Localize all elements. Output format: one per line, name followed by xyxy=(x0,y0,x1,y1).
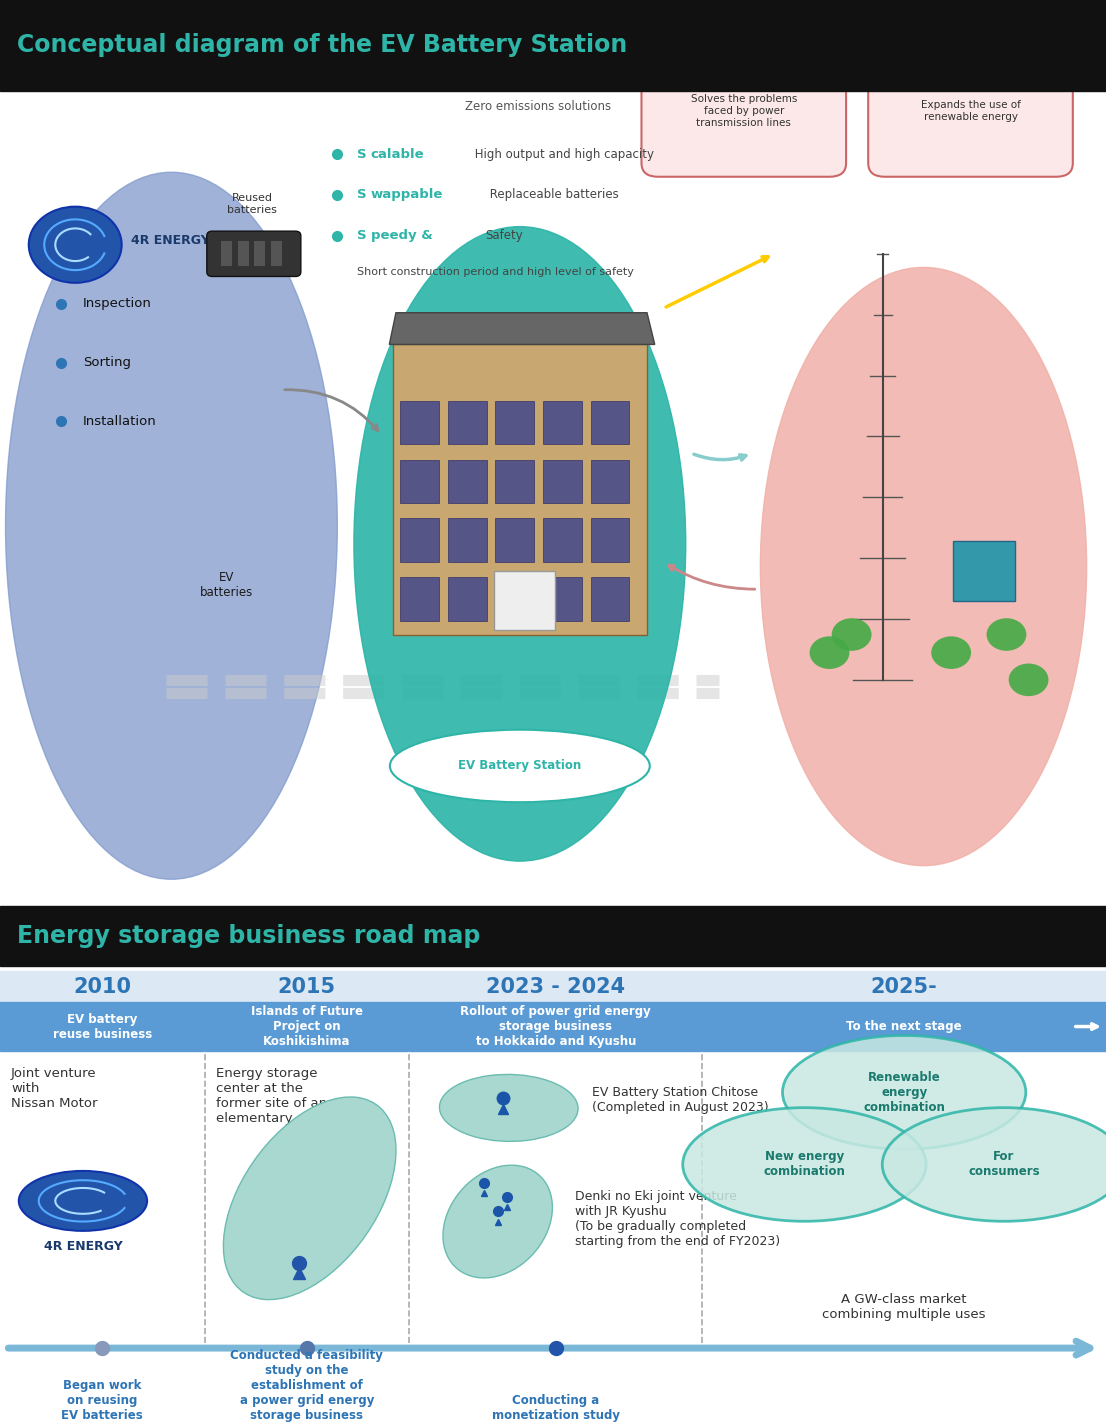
Ellipse shape xyxy=(761,268,1086,865)
Text: New energy
combination: New energy combination xyxy=(763,1150,845,1178)
Bar xyxy=(0,1002,1106,1052)
Bar xyxy=(0,966,1106,1423)
Text: Energy storage
center at the
former site of an
elementary school: Energy storage center at the former site… xyxy=(216,1067,340,1124)
Text: Sorting: Sorting xyxy=(83,356,131,369)
Bar xyxy=(495,460,534,504)
Circle shape xyxy=(987,618,1026,650)
Circle shape xyxy=(1009,663,1048,696)
Ellipse shape xyxy=(444,1165,552,1278)
FancyBboxPatch shape xyxy=(207,231,301,276)
Text: Rollout of power grid energy
storage business
to Hokkaido and Kyushu: Rollout of power grid energy storage bus… xyxy=(460,1005,651,1049)
Text: Islands of Future
Project on
Koshikishima: Islands of Future Project on Koshikishim… xyxy=(251,1005,363,1049)
Bar xyxy=(0,0,1106,91)
Bar xyxy=(400,578,439,620)
Bar xyxy=(543,518,582,562)
Text: Began work
on reusing
EV batteries: Began work on reusing EV batteries xyxy=(62,1379,143,1422)
Circle shape xyxy=(832,618,872,650)
Text: Short construction period and high level of safety: Short construction period and high level… xyxy=(357,268,634,277)
Ellipse shape xyxy=(6,172,337,879)
Bar xyxy=(271,240,282,266)
Bar xyxy=(591,460,629,504)
Text: Installation: Installation xyxy=(83,416,157,428)
FancyBboxPatch shape xyxy=(868,46,1073,176)
Bar xyxy=(448,578,487,620)
Text: Conceptual diagram of the EV Battery Station: Conceptual diagram of the EV Battery Sta… xyxy=(17,33,627,57)
Bar xyxy=(448,401,487,444)
Text: 4R ENERGY: 4R ENERGY xyxy=(131,233,209,246)
Text: Reused
batteries: Reused batteries xyxy=(227,194,278,215)
Text: wappable: wappable xyxy=(371,188,442,202)
Text: Joint venture
with
Nissan Motor: Joint venture with Nissan Motor xyxy=(11,1067,97,1110)
Text: Conducted a feasibility
study on the
establishment of
a power grid energy
storag: Conducted a feasibility study on the est… xyxy=(230,1349,384,1422)
Bar xyxy=(254,240,265,266)
Circle shape xyxy=(783,1036,1026,1150)
Text: S: S xyxy=(357,229,367,242)
Text: Safety: Safety xyxy=(486,229,523,242)
FancyBboxPatch shape xyxy=(393,344,647,635)
Circle shape xyxy=(883,1107,1106,1221)
Text: Expands the use of
renewable energy: Expands the use of renewable energy xyxy=(920,100,1021,122)
Circle shape xyxy=(29,206,122,283)
Bar xyxy=(591,401,629,444)
Ellipse shape xyxy=(389,730,649,803)
Text: 2015: 2015 xyxy=(278,976,336,996)
Ellipse shape xyxy=(354,226,686,861)
Text: To the next stage: To the next stage xyxy=(846,1020,962,1033)
Text: peedy &: peedy & xyxy=(371,229,437,242)
Ellipse shape xyxy=(223,1097,396,1299)
Text: For
consumers: For consumers xyxy=(968,1150,1040,1178)
Bar xyxy=(400,460,439,504)
Bar xyxy=(495,401,534,444)
Text: Denki no Eki joint venture
with JR Kyushu
(To be gradually completed
starting fr: Denki no Eki joint venture with JR Kyush… xyxy=(575,1190,780,1248)
FancyBboxPatch shape xyxy=(953,541,1015,601)
Text: Conducting a
monetization study: Conducting a monetization study xyxy=(492,1395,619,1422)
Circle shape xyxy=(810,636,849,669)
Text: A GW-class market
combining multiple uses: A GW-class market combining multiple use… xyxy=(823,1292,985,1321)
Bar xyxy=(448,460,487,504)
Bar xyxy=(238,240,249,266)
Text: 2010: 2010 xyxy=(73,976,132,996)
Polygon shape xyxy=(389,313,655,344)
Circle shape xyxy=(19,1171,147,1231)
Text: Replaceable batteries: Replaceable batteries xyxy=(486,188,618,202)
Bar xyxy=(400,401,439,444)
Bar xyxy=(591,578,629,620)
Text: EV battery
reuse business: EV battery reuse business xyxy=(53,1013,152,1040)
FancyBboxPatch shape xyxy=(641,46,846,176)
Bar xyxy=(495,578,534,620)
Text: Renewable
energy
combination: Renewable energy combination xyxy=(863,1070,946,1114)
Text: S: S xyxy=(357,148,367,161)
Text: EV Battery Station: EV Battery Station xyxy=(458,760,582,773)
Bar xyxy=(495,518,534,562)
Text: calable: calable xyxy=(371,148,424,161)
Text: Energy storage business road map: Energy storage business road map xyxy=(17,924,480,948)
Text: High output and high capacity: High output and high capacity xyxy=(471,148,654,161)
Text: 2025-: 2025- xyxy=(870,976,938,996)
Text: Sumitomo Corporation: Sumitomo Corporation xyxy=(465,70,641,84)
Circle shape xyxy=(931,636,971,669)
Text: S: S xyxy=(357,188,367,202)
Text: Solves the problems
faced by power
transmission lines: Solves the problems faced by power trans… xyxy=(690,94,797,128)
Bar xyxy=(400,518,439,562)
Text: EV
batteries: EV batteries xyxy=(200,571,253,599)
Bar xyxy=(221,240,232,266)
Text: Zero emissions solutions: Zero emissions solutions xyxy=(465,101,611,114)
Bar xyxy=(543,460,582,504)
Circle shape xyxy=(682,1107,926,1221)
Bar xyxy=(543,401,582,444)
Bar xyxy=(0,970,1106,1002)
Text: Inspection: Inspection xyxy=(83,297,152,310)
Bar xyxy=(591,518,629,562)
Ellipse shape xyxy=(439,1074,578,1141)
Text: EV Battery Station Chitose
(Completed in August 2023): EV Battery Station Chitose (Completed in… xyxy=(592,1086,769,1114)
Bar xyxy=(0,906,1106,966)
Bar xyxy=(543,578,582,620)
Text: 4R ENERGY: 4R ENERGY xyxy=(43,1239,123,1252)
Text: 2023 - 2024: 2023 - 2024 xyxy=(487,976,625,996)
Bar xyxy=(448,518,487,562)
Bar xyxy=(494,571,555,630)
